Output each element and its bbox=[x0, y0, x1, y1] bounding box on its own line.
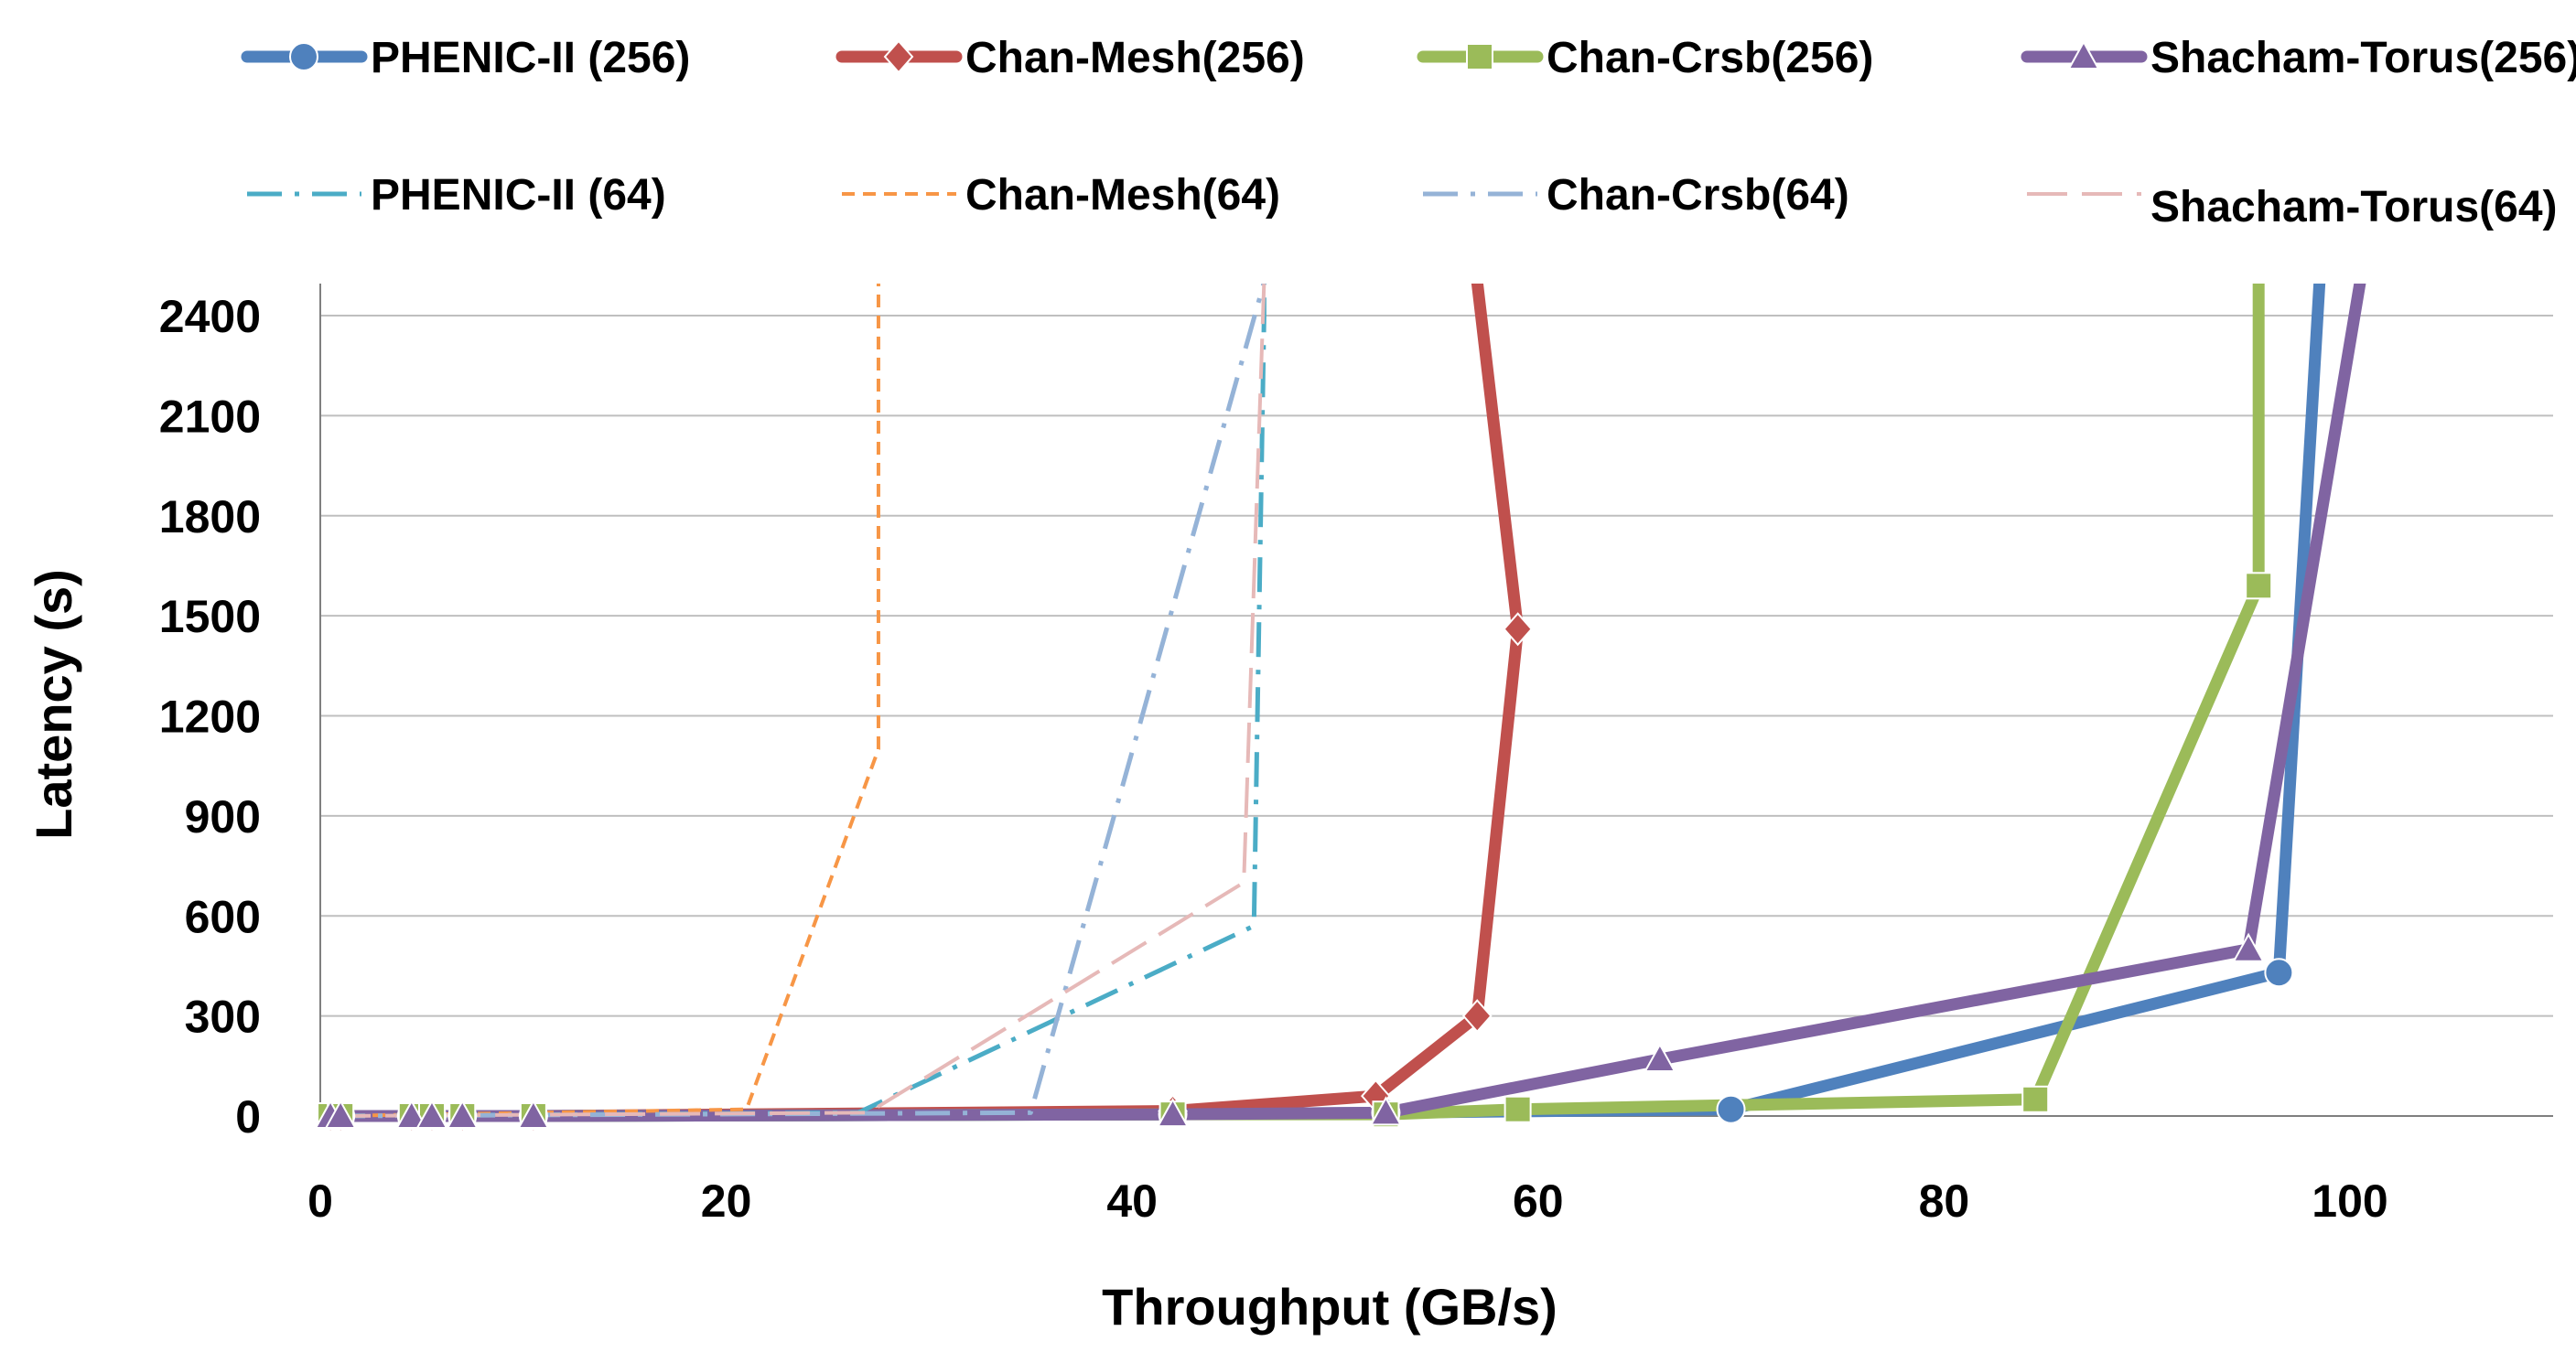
legend-item-chan-crsb-256: Chan-Crsb(256) bbox=[1417, 34, 1873, 82]
legend-marker-chan-crsb-256 bbox=[1466, 43, 1493, 70]
data-point-phenic-ii-256 bbox=[2264, 958, 2294, 988]
data-point-chan-crsb-256 bbox=[2245, 572, 2273, 600]
data-point-shacham-torus-256 bbox=[517, 1099, 550, 1129]
legend-label: Chan-Crsb(64) bbox=[1547, 171, 1849, 220]
legend-item-shacham-torus-256: Shacham-Torus(256) bbox=[2021, 34, 2576, 82]
y-tick-label: 1200 bbox=[159, 692, 261, 743]
y-tick-label: 2400 bbox=[159, 291, 261, 342]
data-point-chan-crsb-256 bbox=[2021, 1085, 2050, 1113]
data-point-shacham-torus-256 bbox=[395, 1099, 428, 1129]
series-markers bbox=[314, 572, 2294, 1133]
data-point-shacham-torus-256 bbox=[1644, 1042, 1676, 1073]
y-axis-ticks: 0 300 600 900 1200 1500 1800 2100 2400 bbox=[159, 291, 261, 1143]
legend-label: PHENIC-II (256) bbox=[371, 34, 690, 82]
x-tick-label: 100 bbox=[2312, 1175, 2387, 1227]
legend-marker-phenic-ii-256 bbox=[289, 42, 318, 71]
legend-item-chan-mesh-64: Chan-Mesh(64) bbox=[842, 171, 1280, 220]
data-point-chan-mesh-256 bbox=[1503, 612, 1533, 647]
legend-label: Shacham-Torus(64) bbox=[2150, 183, 2558, 231]
data-point-chan-mesh-256 bbox=[1461, 999, 1493, 1034]
y-axis-title: Latency (s) bbox=[25, 569, 82, 840]
data-point-shacham-torus-256 bbox=[1156, 1098, 1190, 1128]
legend-label: Shacham-Torus(256) bbox=[2150, 34, 2576, 82]
series-line-shacham-torus-64 bbox=[330, 284, 1266, 1118]
y-tick-label: 0 bbox=[235, 1091, 261, 1143]
legend-item-phenic-ii-256: PHENIC-II (256) bbox=[241, 34, 690, 82]
y-tick-label: 1500 bbox=[159, 591, 261, 642]
y-tick-label: 2100 bbox=[159, 391, 261, 442]
data-point-shacham-torus-256 bbox=[2232, 932, 2265, 962]
y-tick-label: 600 bbox=[185, 891, 261, 942]
legend-marker-shacham-torus-256 bbox=[2067, 39, 2100, 70]
x-tick-label: 40 bbox=[1106, 1175, 1158, 1227]
data-point-shacham-torus-256 bbox=[415, 1099, 448, 1129]
y-tick-label: 1800 bbox=[159, 491, 261, 542]
legend-label: PHENIC-II (64) bbox=[371, 171, 666, 220]
x-axis-ticks: 0 20 40 60 80 100 bbox=[307, 1175, 2388, 1227]
legend-item-phenic-ii-64: PHENIC-II (64) bbox=[247, 171, 666, 220]
legend-label: Chan-Mesh(64) bbox=[965, 171, 1280, 220]
x-tick-label: 80 bbox=[1919, 1175, 1970, 1227]
y-tick-label: 900 bbox=[185, 791, 261, 842]
legend-item-chan-crsb-64: Chan-Crsb(64) bbox=[1423, 171, 1849, 220]
y-tick-label: 300 bbox=[185, 992, 261, 1043]
series-line-shacham-torus-256 bbox=[324, 284, 2366, 1122]
data-point-shacham-torus-256 bbox=[324, 1099, 357, 1129]
x-tick-label: 0 bbox=[307, 1175, 333, 1227]
gridlines bbox=[320, 315, 2553, 1017]
data-point-chan-crsb-256 bbox=[1504, 1095, 1532, 1123]
data-point-shacham-torus-256 bbox=[446, 1099, 479, 1129]
data-point-phenic-ii-256 bbox=[1716, 1094, 1746, 1124]
data-point-shacham-torus-256 bbox=[1369, 1096, 1403, 1126]
series-line-phenic-ii-64 bbox=[330, 284, 1266, 1119]
legend-marker-chan-mesh-256 bbox=[883, 39, 914, 74]
series-line-chan-crsb-64 bbox=[330, 284, 1266, 1119]
legend-item-chan-mesh-256: Chan-Mesh(256) bbox=[835, 34, 1305, 82]
series-line-chan-mesh-256 bbox=[324, 284, 1525, 1122]
series-line-chan-crsb-256 bbox=[324, 284, 2265, 1122]
legend-label: Chan-Crsb(256) bbox=[1547, 34, 1873, 82]
x-tick-label: 20 bbox=[701, 1175, 752, 1227]
series-line-chan-mesh-64 bbox=[330, 284, 880, 1118]
x-tick-label: 60 bbox=[1513, 1175, 1564, 1227]
legend-item-shacham-torus-64: Shacham-Torus(64) bbox=[2027, 183, 2558, 231]
x-axis-title: Throughput (GB/s) bbox=[1102, 1278, 1557, 1336]
legend-label: Chan-Mesh(256) bbox=[965, 34, 1305, 82]
legend: PHENIC-II (256) Chan-Mesh(256) Chan-Crsb(2… bbox=[241, 34, 2576, 231]
series-lines bbox=[324, 284, 2366, 1122]
